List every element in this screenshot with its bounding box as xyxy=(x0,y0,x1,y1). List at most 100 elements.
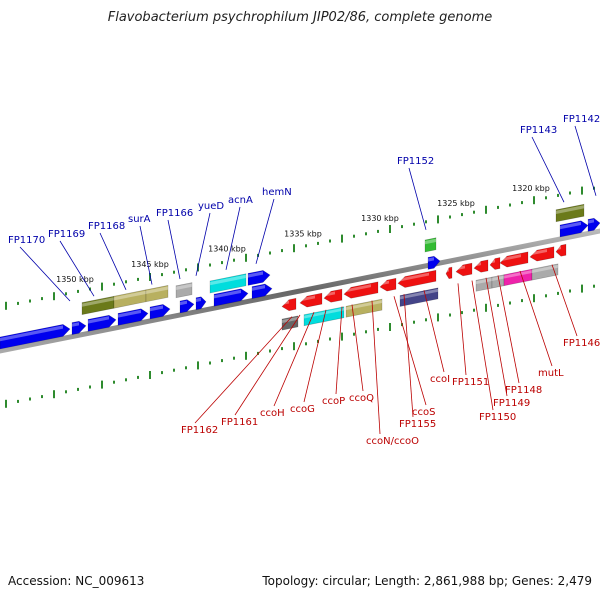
reverse-gene-arrow[interactable] xyxy=(531,263,559,281)
inner-callout-line xyxy=(303,309,327,403)
outer-callout-line xyxy=(195,212,211,276)
inner-callout-line xyxy=(351,304,364,392)
forward-gene-arrow[interactable] xyxy=(247,270,271,286)
reverse-gene-arrow[interactable] xyxy=(473,259,489,273)
outer-callout-line xyxy=(139,225,153,285)
gene-label-ccop[interactable]: ccoP xyxy=(322,396,345,407)
inner-callout-line xyxy=(393,296,427,406)
reverse-gene-arrow[interactable] xyxy=(445,266,453,280)
gene-label-yued[interactable]: yueD xyxy=(198,201,224,212)
reverse-gene-arrow[interactable] xyxy=(323,288,343,303)
gene-label-ccos[interactable]: ccoS xyxy=(412,407,435,418)
outer-callout-line xyxy=(99,232,127,290)
inner-callout-line xyxy=(403,294,414,418)
gene-label-sura[interactable]: surA xyxy=(128,214,151,225)
outer-callout-line xyxy=(531,136,565,203)
forward-gene-arrow[interactable] xyxy=(427,255,441,270)
gene-label-hemn[interactable]: hemN xyxy=(262,187,292,198)
inner-callout-line xyxy=(234,314,301,416)
gene-label-fp1150[interactable]: FP1150 xyxy=(479,412,516,423)
reverse-gene-arrow[interactable] xyxy=(489,257,501,270)
outer-callout-line xyxy=(574,125,597,196)
gene-label-fp1146[interactable]: FP1146 xyxy=(563,338,600,349)
inner-callout-line xyxy=(519,270,553,367)
gene-label-acna[interactable]: acnA xyxy=(228,195,253,206)
scale-tick-label: 1320 kbp xyxy=(512,184,550,193)
forward-gene-arrow[interactable] xyxy=(113,289,147,309)
gene-label-fp1152[interactable]: FP1152 xyxy=(397,156,434,167)
accession-text: Accession: NC_009613 xyxy=(8,574,145,588)
gene-label-fp1166[interactable]: FP1166 xyxy=(156,208,193,219)
gene-label-fp1170[interactable]: FP1170 xyxy=(8,235,45,246)
inner-callout-line xyxy=(335,306,343,395)
forward-gene-arrow[interactable] xyxy=(149,304,171,320)
gene-label-ccog[interactable]: ccoG xyxy=(290,404,315,415)
gene-label-fp1151[interactable]: FP1151 xyxy=(452,377,489,388)
gene-label-fp1169[interactable]: FP1169 xyxy=(48,229,85,240)
forward-gene-arrow[interactable] xyxy=(559,220,589,238)
forward-gene-arrow[interactable] xyxy=(555,203,585,223)
gene-label-ccon-ccoo[interactable]: ccoN/ccoO xyxy=(366,436,419,447)
reverse-gene-arrow[interactable] xyxy=(345,298,383,318)
gene-label-fp1149[interactable]: FP1149 xyxy=(493,398,530,409)
forward-gene-arrow[interactable] xyxy=(209,273,247,294)
forward-gene-arrow[interactable] xyxy=(71,320,87,335)
inner-callout-line xyxy=(273,312,315,407)
gene-label-ccoq[interactable]: ccoQ xyxy=(349,393,374,404)
reverse-gene-arrow[interactable] xyxy=(397,269,437,288)
forward-gene-arrow[interactable] xyxy=(117,308,149,326)
reverse-gene-arrow[interactable] xyxy=(343,281,379,299)
reverse-gene-arrow[interactable] xyxy=(281,297,297,312)
reverse-gene-arrow[interactable] xyxy=(491,274,505,289)
forward-gene-arrow[interactable] xyxy=(87,314,117,332)
reverse-gene-arrow[interactable] xyxy=(455,262,473,277)
forward-gene-arrow[interactable] xyxy=(179,299,195,314)
reverse-gene-arrow[interactable] xyxy=(299,292,323,308)
forward-gene-arrow[interactable] xyxy=(587,217,600,232)
reverse-gene-arrow[interactable] xyxy=(281,315,299,331)
outer-callout-line xyxy=(225,206,241,270)
gene-features xyxy=(0,203,600,350)
reverse-gene-arrow[interactable] xyxy=(303,306,345,327)
inner-callout-line xyxy=(371,300,381,435)
forward-gene-arrow[interactable] xyxy=(145,285,169,303)
gene-label-fp1143[interactable]: FP1143 xyxy=(520,125,557,136)
scale-tick-label: 1350 kbp xyxy=(56,275,94,284)
reverse-gene-arrow[interactable] xyxy=(503,268,533,287)
gene-label-fp1161[interactable]: FP1161 xyxy=(221,417,258,428)
forward-gene-arrow[interactable] xyxy=(81,295,115,315)
gene-label-fp1155[interactable]: FP1155 xyxy=(399,419,436,430)
gene-callouts xyxy=(19,125,597,435)
reverse-gene-arrow[interactable] xyxy=(475,276,493,292)
reverse-gene-arrow[interactable] xyxy=(555,243,567,257)
inner-callout-line xyxy=(551,264,578,337)
gene-label-mutl[interactable]: mutL xyxy=(538,368,564,379)
reverse-gene-arrow[interactable] xyxy=(529,246,555,262)
scale-tick-label: 1335 kbp xyxy=(284,229,322,238)
reverse-gene-arrow[interactable] xyxy=(379,277,397,292)
outer-callout-line xyxy=(59,240,95,297)
forward-gene-arrow[interactable] xyxy=(213,288,249,307)
reverse-gene-arrow[interactable] xyxy=(399,287,439,307)
gene-label-ccoh[interactable]: ccoH xyxy=(260,408,285,419)
forward-gene-arrow[interactable] xyxy=(251,283,273,299)
scale-tick-label: 1330 kbp xyxy=(361,214,399,223)
forward-gene-arrow[interactable] xyxy=(424,237,437,253)
forward-gene-arrow[interactable] xyxy=(0,324,71,350)
inner-callout-line xyxy=(194,316,293,424)
gene-label-fp1168[interactable]: FP1168 xyxy=(88,221,125,232)
gene-label-fp1142[interactable]: FP1142 xyxy=(563,114,600,125)
genome-backbone xyxy=(0,228,600,354)
gene-label-fp1148[interactable]: FP1148 xyxy=(505,385,542,396)
gene-label-fp1162[interactable]: FP1162 xyxy=(181,425,218,436)
gene-label-ccoi[interactable]: ccoI xyxy=(430,374,450,385)
inner-callout-line xyxy=(423,290,445,373)
forward-gene-arrow[interactable] xyxy=(175,282,193,299)
outer-callout-line xyxy=(19,246,71,302)
scale-tick-label: 1345 kbp xyxy=(131,260,169,269)
inner-callout-line xyxy=(471,280,494,411)
reverse-gene-arrow[interactable] xyxy=(499,251,529,268)
forward-gene-arrow[interactable] xyxy=(195,296,207,311)
